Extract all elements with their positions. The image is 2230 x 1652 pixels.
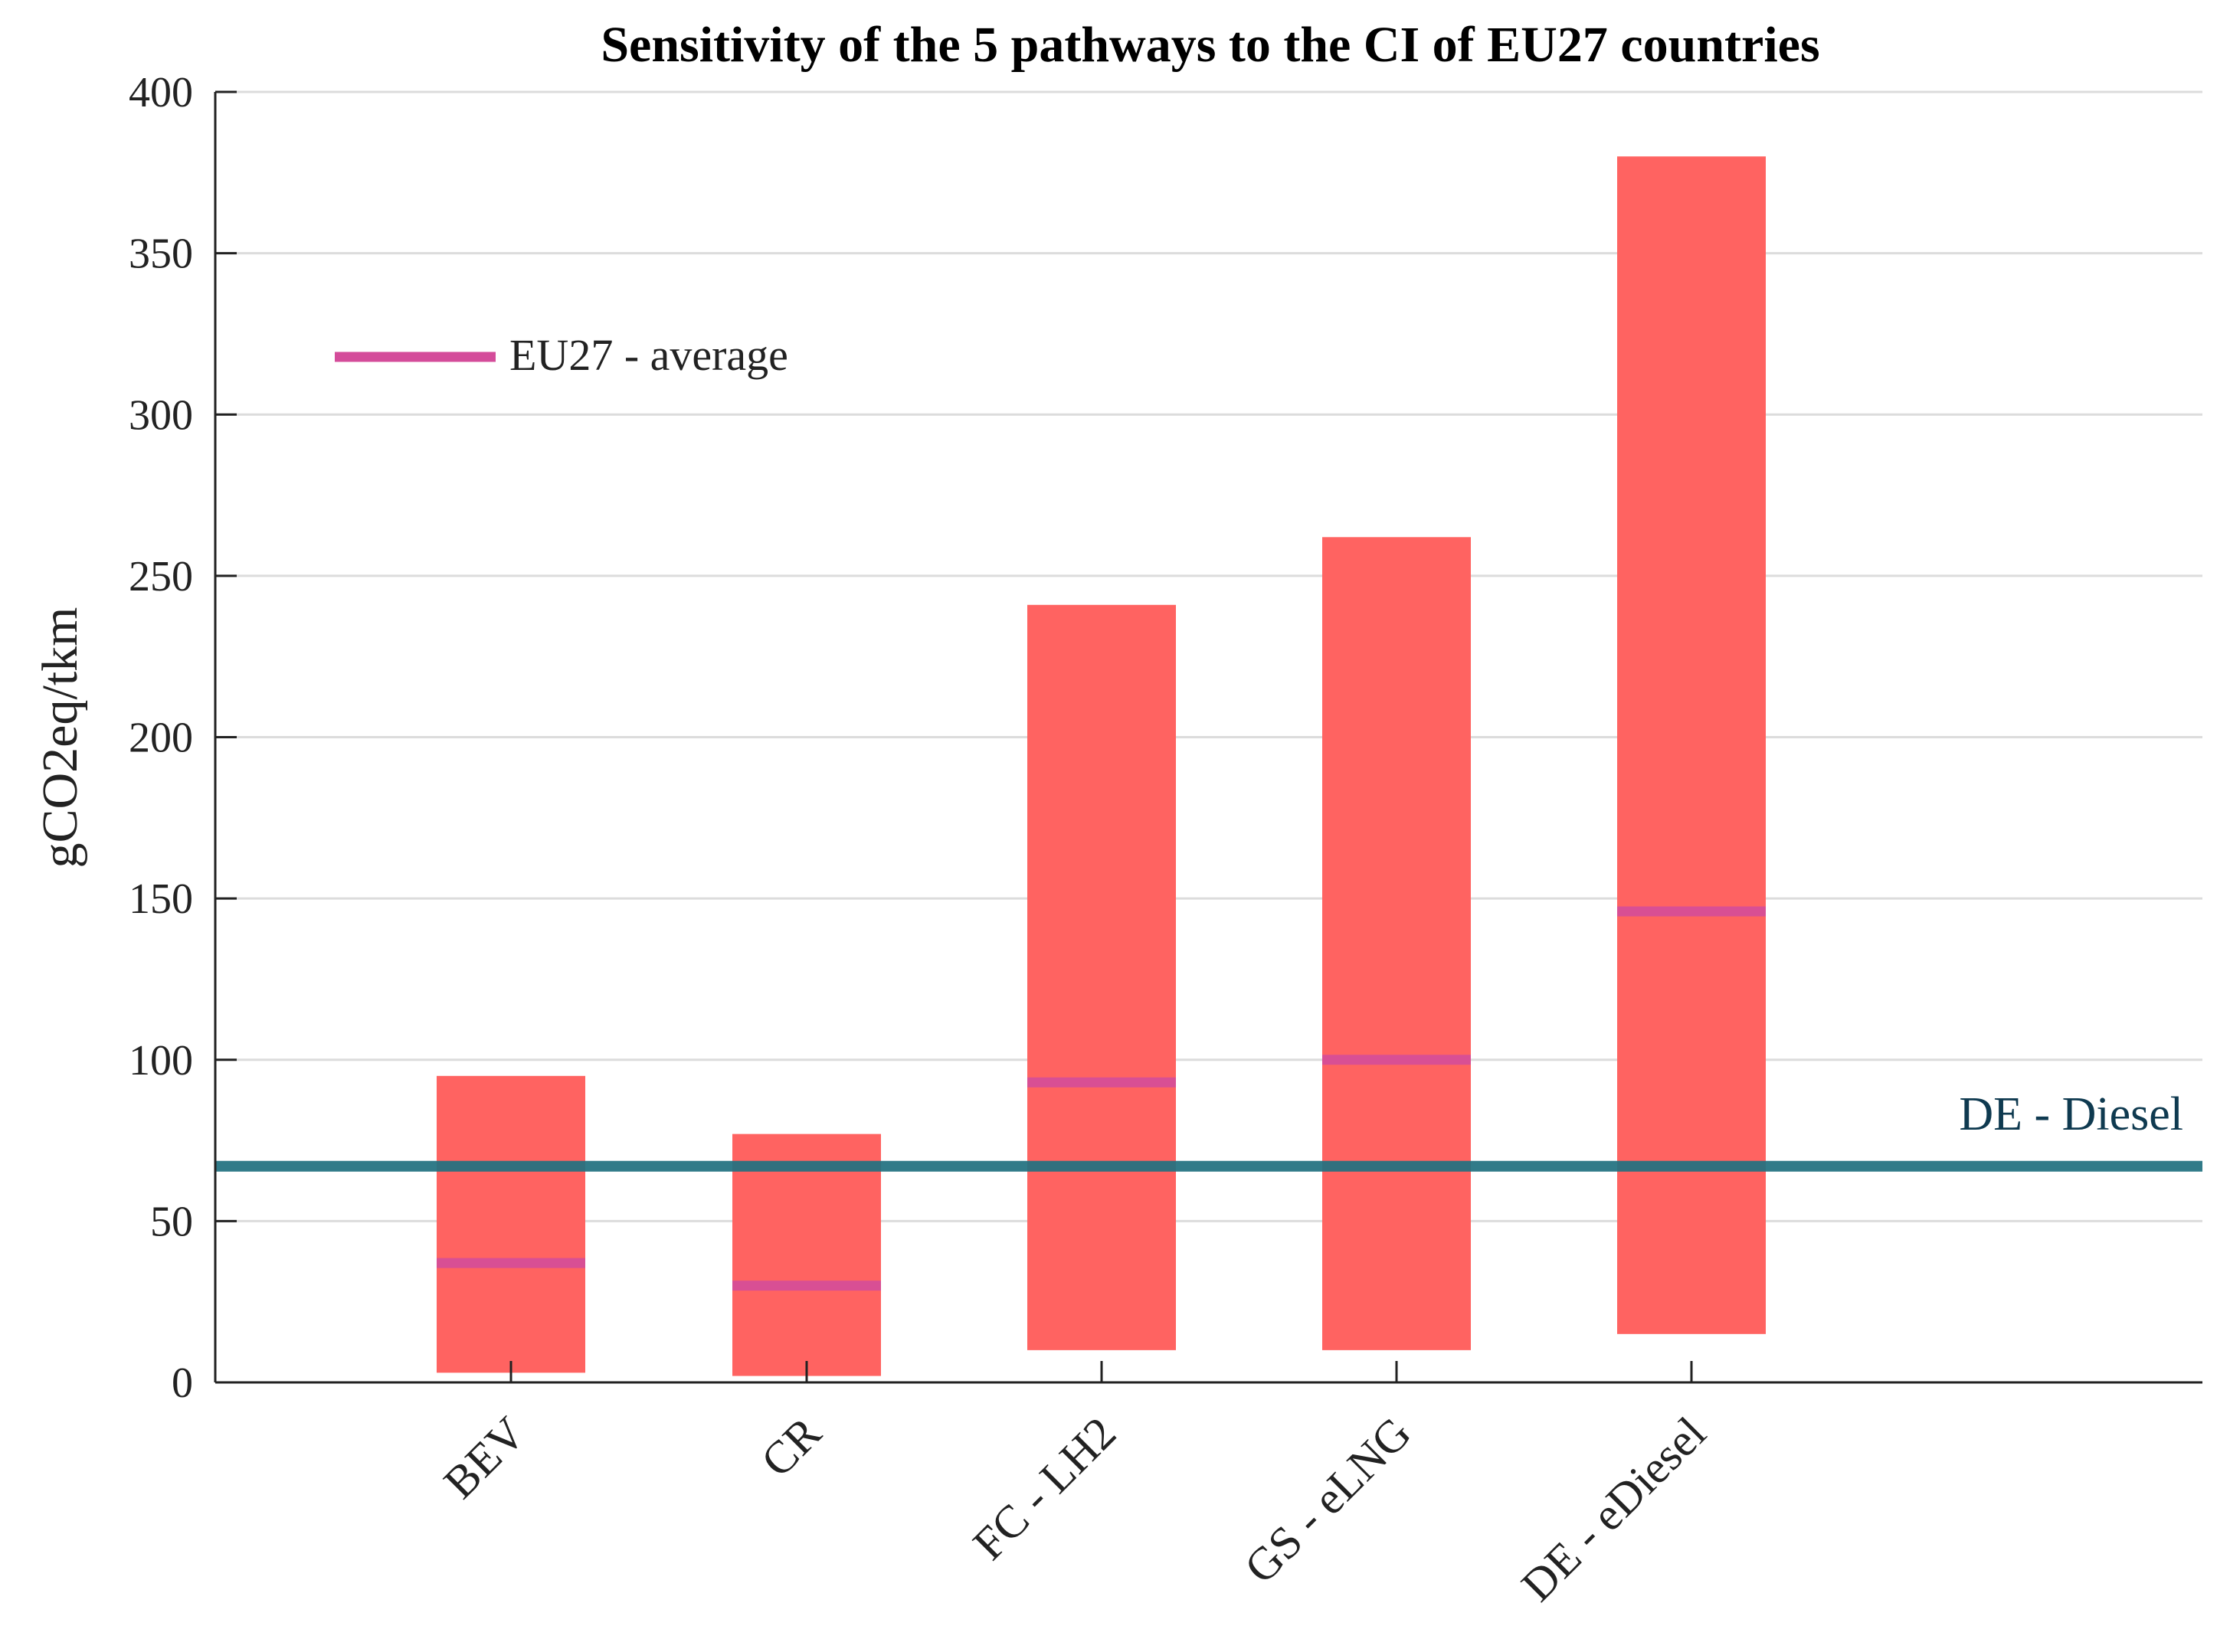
grid — [215, 90, 2202, 1222]
range-bar — [1617, 156, 1766, 1334]
y-tick-label: 200 — [129, 715, 193, 762]
x-tick-label: CR — [752, 1408, 830, 1487]
y-tick-label: 0 — [172, 1359, 193, 1407]
average-markers — [437, 906, 1766, 1291]
y-tick-label: 350 — [129, 231, 193, 278]
range-bars — [437, 156, 1766, 1376]
reference-line-group: DE - Diesel — [215, 1088, 2202, 1172]
x-tick-label: GS - eLNG — [1235, 1408, 1420, 1593]
y-tick-label: 100 — [129, 1037, 193, 1084]
x-tick-label: BEV — [434, 1408, 535, 1509]
x-tick-label: DE - eDiesel — [1511, 1408, 1715, 1611]
range-bar — [437, 1075, 585, 1373]
x-tick-label: FC - LH2 — [964, 1408, 1126, 1570]
range-bar — [1322, 537, 1471, 1350]
y-ticks: 0 50 100 150 200 250 300 350 400 — [129, 69, 237, 1407]
reference-line-label: DE - Diesel — [1959, 1088, 2183, 1140]
range-bar — [1027, 604, 1176, 1350]
y-tick-label: 400 — [129, 69, 193, 116]
chart-title: Sensitivity of the 5 pathways to the CI … — [601, 17, 1819, 73]
y-tick-label: 50 — [150, 1198, 193, 1245]
range-bar — [732, 1134, 881, 1376]
y-tick-label: 150 — [129, 875, 193, 923]
y-axis-label: gCO2eq/tkm — [32, 607, 88, 869]
legend-label: EU27 - average — [509, 330, 788, 380]
legend: EU27 - average — [335, 330, 788, 380]
y-tick-label: 300 — [129, 391, 193, 439]
y-tick-label: 250 — [129, 553, 193, 600]
x-ticks: BEV CR FC - LH2 GS - eLNG DE - eDiesel — [434, 1361, 1715, 1611]
